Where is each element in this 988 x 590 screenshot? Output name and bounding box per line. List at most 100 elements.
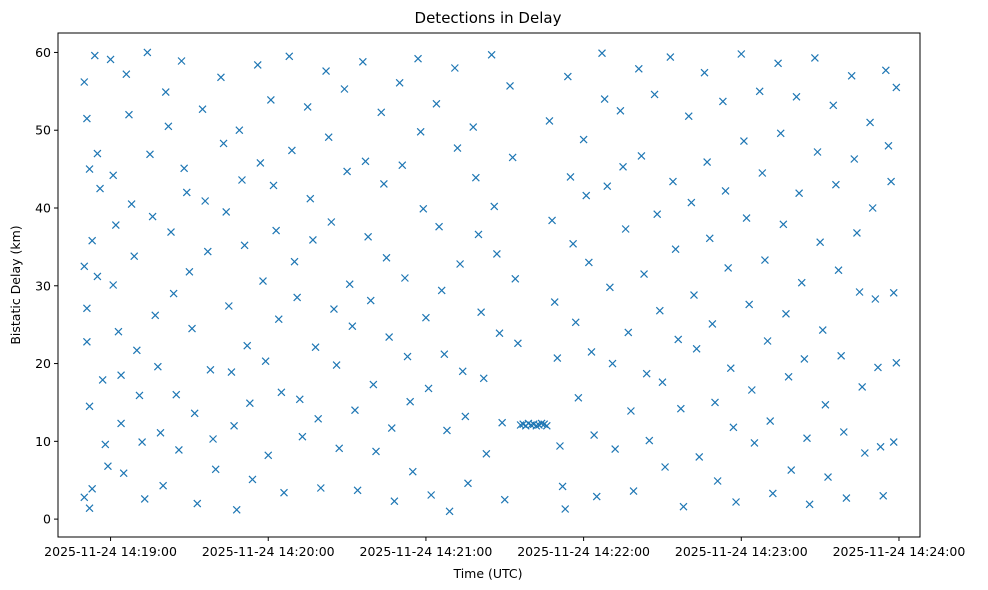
data-point: [93, 149, 102, 158]
data-point: [85, 504, 94, 513]
data-point: [153, 362, 162, 371]
data-point: [146, 150, 154, 159]
data-point: [82, 337, 91, 346]
data-point: [860, 449, 869, 457]
data-point: [377, 108, 386, 117]
x-tick-label: 2025-11-24 14:23:00: [675, 544, 808, 559]
data-point: [582, 191, 591, 200]
data-point: [379, 179, 388, 188]
data-point: [803, 434, 811, 443]
data-point: [532, 421, 541, 430]
data-point: [847, 71, 856, 80]
data-point: [408, 467, 417, 476]
data-point: [871, 295, 880, 303]
data-point: [306, 194, 315, 203]
data-point: [464, 479, 472, 488]
data-point: [206, 365, 215, 374]
data-point: [130, 252, 139, 261]
data-point: [88, 236, 97, 245]
y-tick-label: 50: [35, 123, 51, 138]
data-point: [548, 216, 556, 225]
data-point: [763, 337, 772, 345]
data-point: [711, 398, 719, 407]
data-points: [80, 48, 901, 516]
data-point: [550, 298, 559, 307]
data-point: [322, 67, 330, 76]
data-point: [117, 419, 125, 428]
data-point: [174, 445, 183, 454]
data-point: [881, 66, 890, 75]
data-point: [487, 50, 496, 59]
data-point: [724, 263, 733, 272]
data-point: [366, 296, 375, 305]
x-axis: 2025-11-24 14:19:00 2025-11-24 14:20:00 20…: [44, 537, 965, 559]
data-point: [879, 491, 888, 500]
data-point: [537, 419, 546, 428]
data-point: [369, 380, 378, 389]
data-point: [93, 272, 102, 281]
data-point: [285, 52, 294, 61]
data-point: [277, 388, 286, 397]
data-point: [125, 110, 133, 119]
y-tick-label: 20: [35, 356, 51, 371]
data-point: [887, 177, 896, 186]
data-point: [335, 444, 344, 453]
data-point: [127, 200, 136, 209]
data-point: [437, 286, 446, 295]
data-point: [443, 426, 451, 435]
data-point: [224, 302, 233, 310]
data-point: [813, 148, 822, 156]
data-point: [185, 267, 194, 276]
data-point: [679, 502, 688, 511]
data-point: [364, 232, 373, 241]
data-point: [416, 127, 425, 136]
data-point: [82, 304, 91, 313]
data-point: [695, 452, 704, 461]
data-point: [180, 164, 189, 173]
data-point: [190, 409, 199, 418]
data-point: [177, 57, 186, 65]
data-point: [829, 101, 838, 110]
data-point: [839, 428, 848, 436]
data-point: [705, 234, 714, 243]
data-point: [308, 235, 317, 244]
data-point: [855, 288, 864, 296]
data-point: [892, 358, 901, 367]
data-point: [235, 126, 244, 135]
data-point: [755, 87, 764, 96]
data-point: [114, 327, 123, 336]
data-point: [330, 305, 338, 314]
data-point: [169, 289, 178, 298]
data-point: [624, 328, 633, 337]
data-point: [629, 487, 638, 496]
data-point: [579, 135, 588, 144]
data-point: [80, 493, 89, 502]
data-point: [345, 280, 354, 289]
data-point: [414, 54, 422, 63]
data-point: [766, 417, 775, 426]
y-tick-label: 30: [35, 278, 51, 293]
data-point: [119, 469, 128, 478]
data-point: [314, 414, 323, 423]
data-point: [104, 462, 112, 471]
data-point: [768, 489, 777, 498]
data-point: [272, 226, 281, 235]
data-point: [868, 204, 877, 212]
data-point: [776, 129, 785, 138]
data-point: [810, 53, 819, 62]
data-point: [227, 368, 236, 377]
data-point: [398, 161, 407, 170]
data-point: [805, 500, 814, 509]
data-point: [650, 90, 659, 99]
data-point: [109, 171, 118, 180]
data-point: [358, 57, 367, 66]
data-point: [427, 491, 436, 499]
data-point: [674, 335, 683, 344]
data-point: [590, 431, 599, 440]
data-point: [445, 507, 454, 516]
plot-frame: [57, 32, 921, 538]
data-point: [571, 318, 580, 327]
data-point: [866, 118, 874, 127]
data-point: [248, 475, 257, 484]
